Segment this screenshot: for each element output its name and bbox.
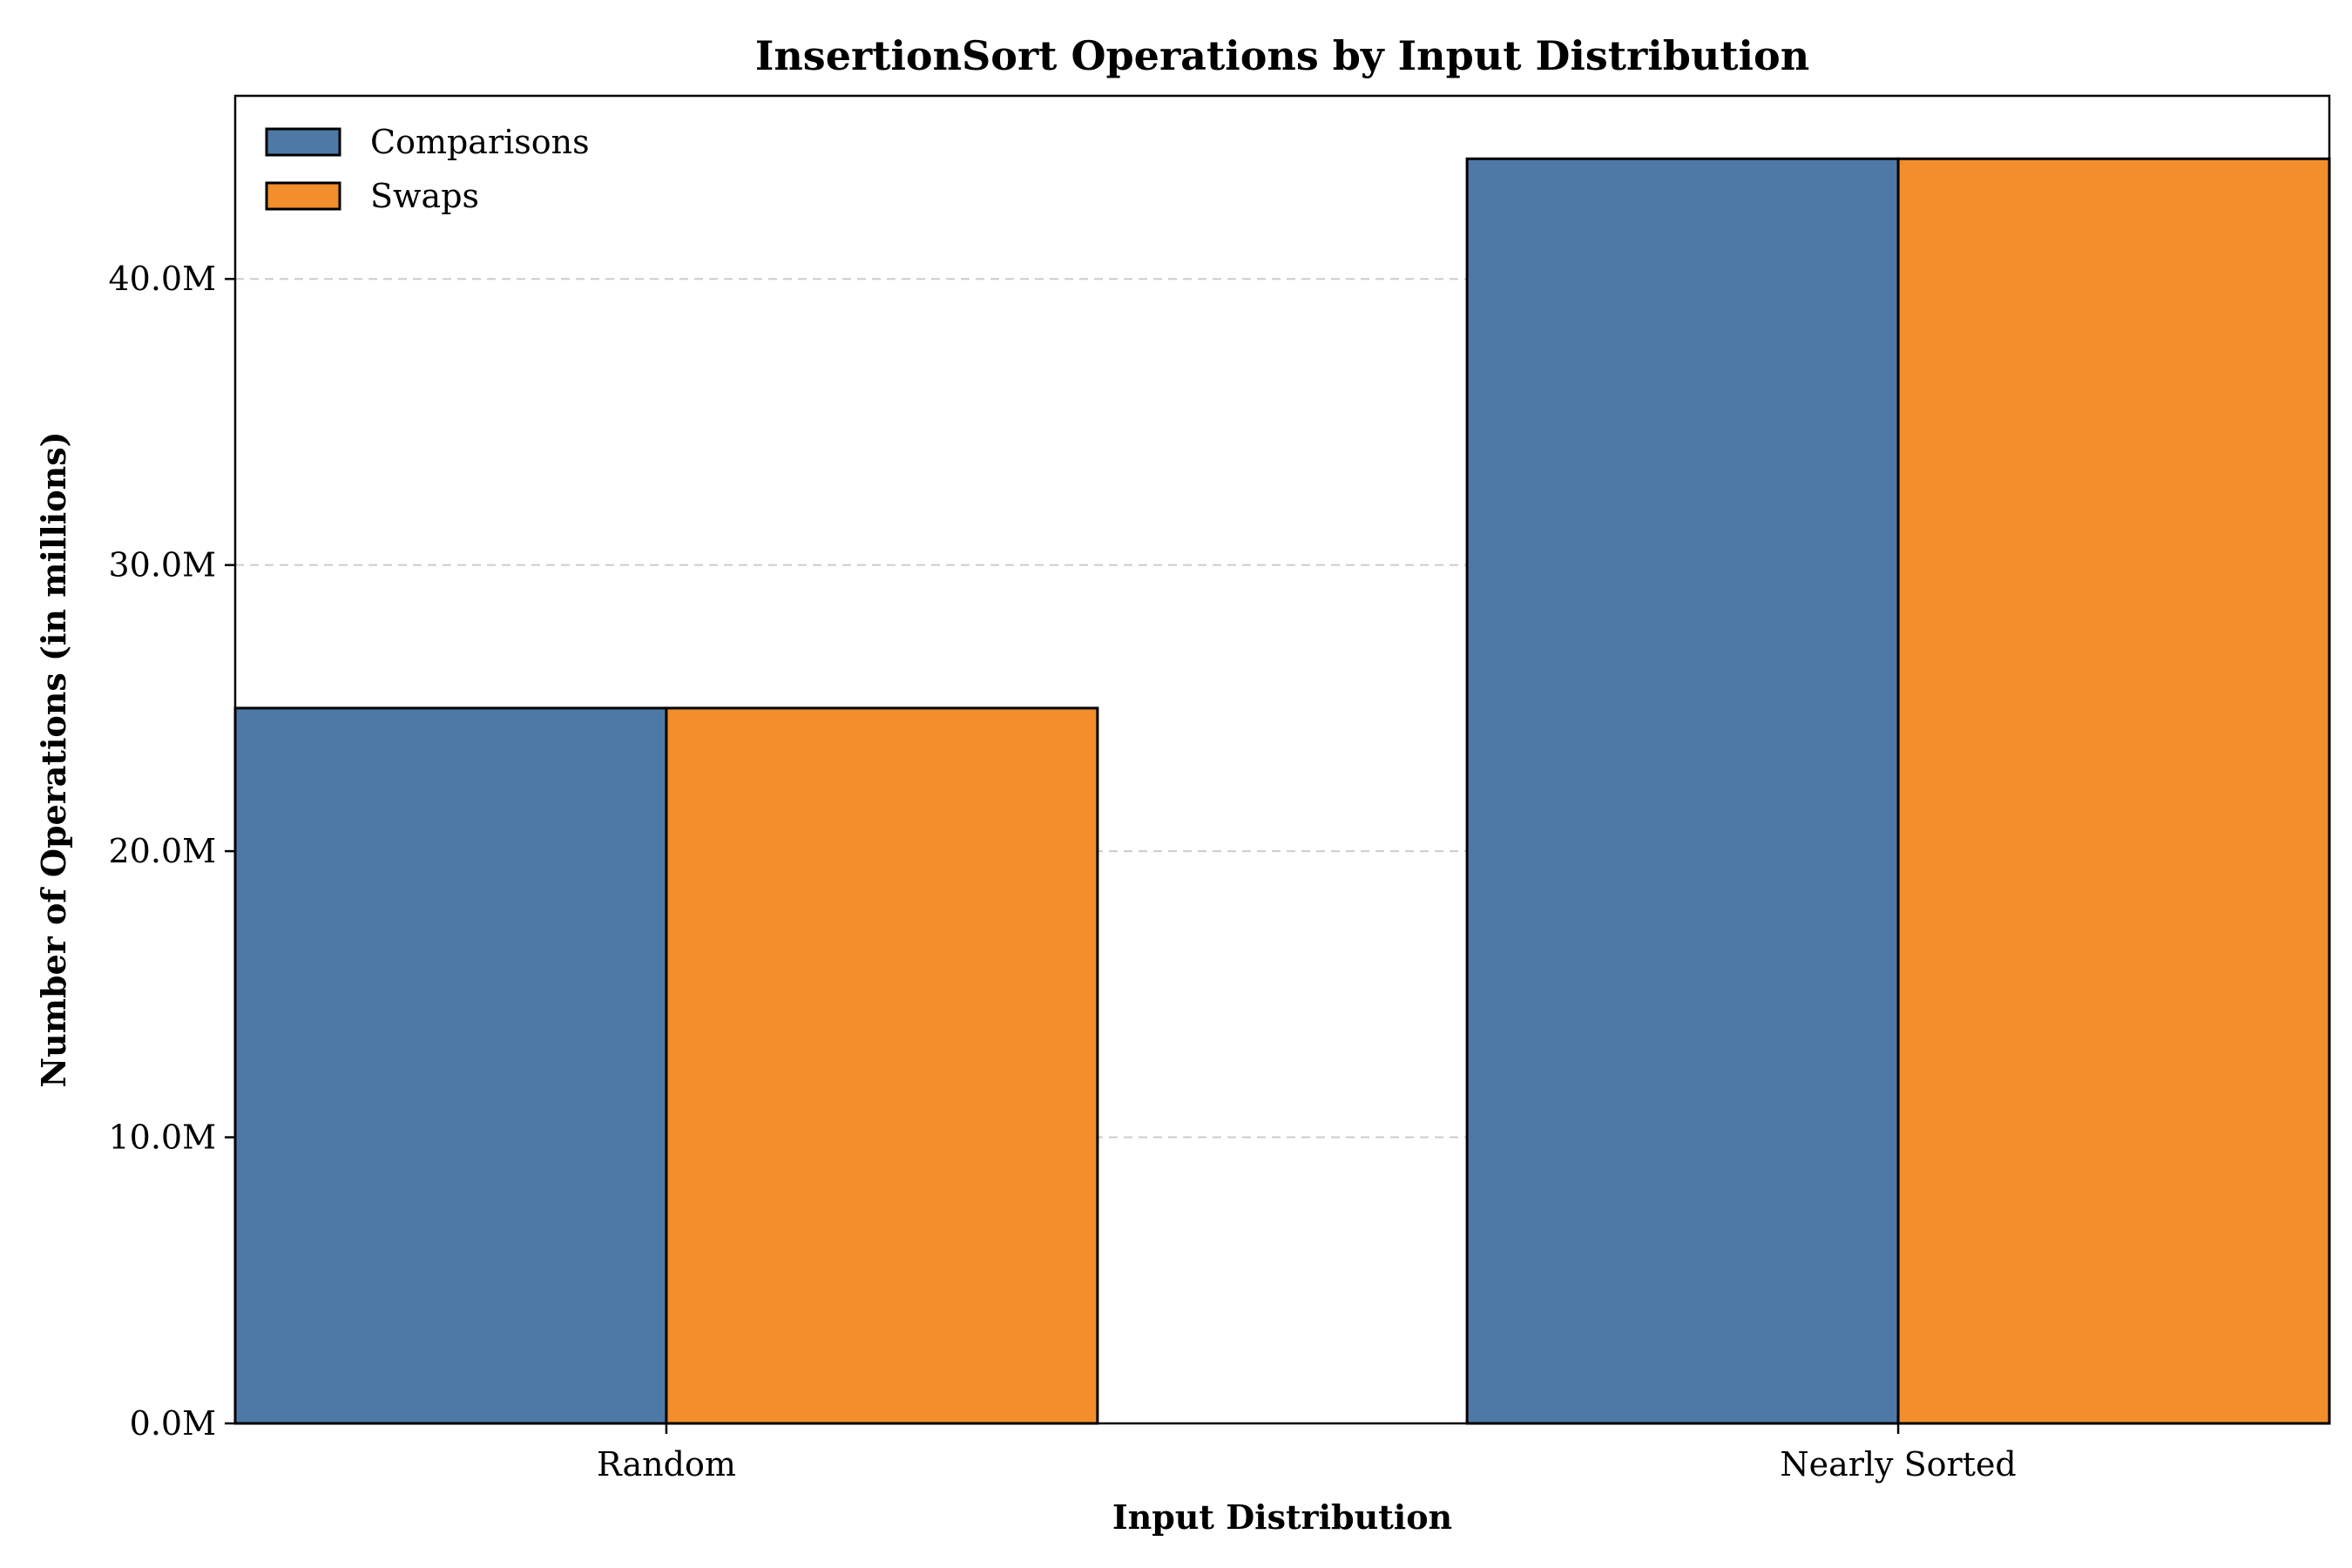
bar-comparisons-random	[233, 706, 668, 1425]
legend: Comparisons Swaps	[265, 123, 590, 215]
y-axis-label: Number of Operations (in millions)	[34, 431, 73, 1087]
bar-swaps-random	[665, 706, 1099, 1425]
legend-label-swaps: Swaps	[370, 177, 479, 215]
x-axis: Random Nearly Sorted	[597, 1423, 2017, 1484]
y-tick-label: 20.0M	[108, 832, 216, 870]
chart-title: InsertionSort Operations by Input Distri…	[755, 32, 1809, 79]
bar-comparisons-nearly-sorted	[1465, 157, 1900, 1425]
y-axis: 0.0M 10.0M 20.0M 30.0M 40.0M	[108, 260, 235, 1443]
plot-area-frame	[233, 94, 2331, 1425]
x-tick-label: Nearly Sorted	[1780, 1445, 2016, 1484]
bars	[233, 157, 2331, 1425]
legend-swatch-swaps	[265, 181, 341, 211]
y-tick-label: 40.0M	[108, 260, 216, 298]
bar-swaps-nearly-sorted	[1896, 157, 2331, 1425]
y-tick-label: 0.0M	[130, 1404, 216, 1443]
y-tick-label: 30.0M	[108, 546, 216, 585]
x-tick-label: Random	[597, 1445, 736, 1484]
x-axis-label: Input Distribution	[1112, 1497, 1452, 1537]
legend-swatch-comparisons	[265, 127, 341, 157]
legend-label-comparisons: Comparisons	[370, 123, 590, 161]
y-tick-label: 10.0M	[108, 1119, 216, 1157]
